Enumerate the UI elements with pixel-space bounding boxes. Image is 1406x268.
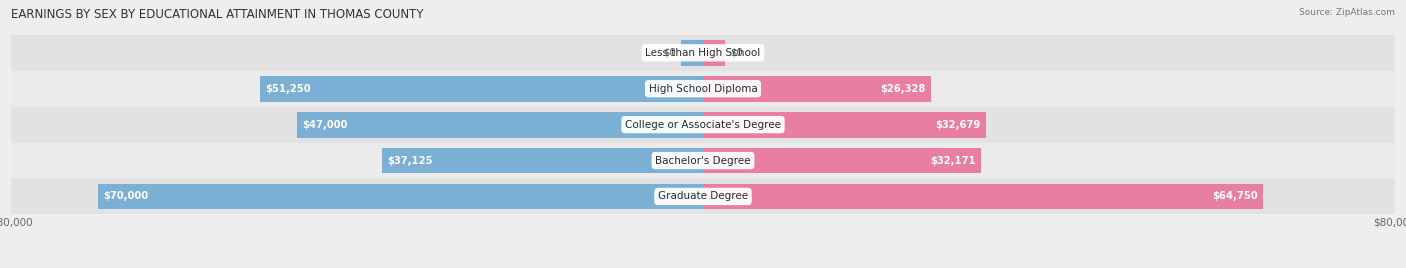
Bar	[11, 35, 1395, 71]
Bar	[703, 148, 981, 173]
Text: $70,000: $70,000	[103, 191, 149, 202]
Text: $37,125: $37,125	[388, 155, 433, 166]
Legend: Male, Female: Male, Female	[640, 265, 766, 268]
Bar	[382, 148, 703, 173]
Text: EARNINGS BY SEX BY EDUCATIONAL ATTAINMENT IN THOMAS COUNTY: EARNINGS BY SEX BY EDUCATIONAL ATTAINMEN…	[11, 8, 423, 21]
Text: $32,171: $32,171	[929, 155, 976, 166]
Text: Graduate Degree: Graduate Degree	[658, 191, 748, 202]
Text: $0: $0	[664, 48, 676, 58]
Bar	[98, 184, 703, 209]
Bar	[703, 40, 724, 66]
Bar	[260, 76, 703, 102]
Bar	[11, 71, 1395, 107]
Text: $51,250: $51,250	[266, 84, 311, 94]
Bar	[297, 112, 703, 137]
Text: $47,000: $47,000	[302, 120, 347, 130]
Text: $32,679: $32,679	[935, 120, 980, 130]
Bar	[703, 184, 1263, 209]
Bar	[703, 112, 986, 137]
Text: Source: ZipAtlas.com: Source: ZipAtlas.com	[1299, 8, 1395, 17]
Bar	[11, 143, 1395, 178]
Bar	[11, 178, 1395, 214]
Bar	[682, 40, 703, 66]
Text: High School Diploma: High School Diploma	[648, 84, 758, 94]
Bar	[11, 107, 1395, 143]
Text: $64,750: $64,750	[1212, 191, 1257, 202]
Text: Less than High School: Less than High School	[645, 48, 761, 58]
Text: Bachelor's Degree: Bachelor's Degree	[655, 155, 751, 166]
Text: $0: $0	[730, 48, 742, 58]
Bar	[703, 76, 931, 102]
Text: $26,328: $26,328	[880, 84, 925, 94]
Text: College or Associate's Degree: College or Associate's Degree	[626, 120, 780, 130]
